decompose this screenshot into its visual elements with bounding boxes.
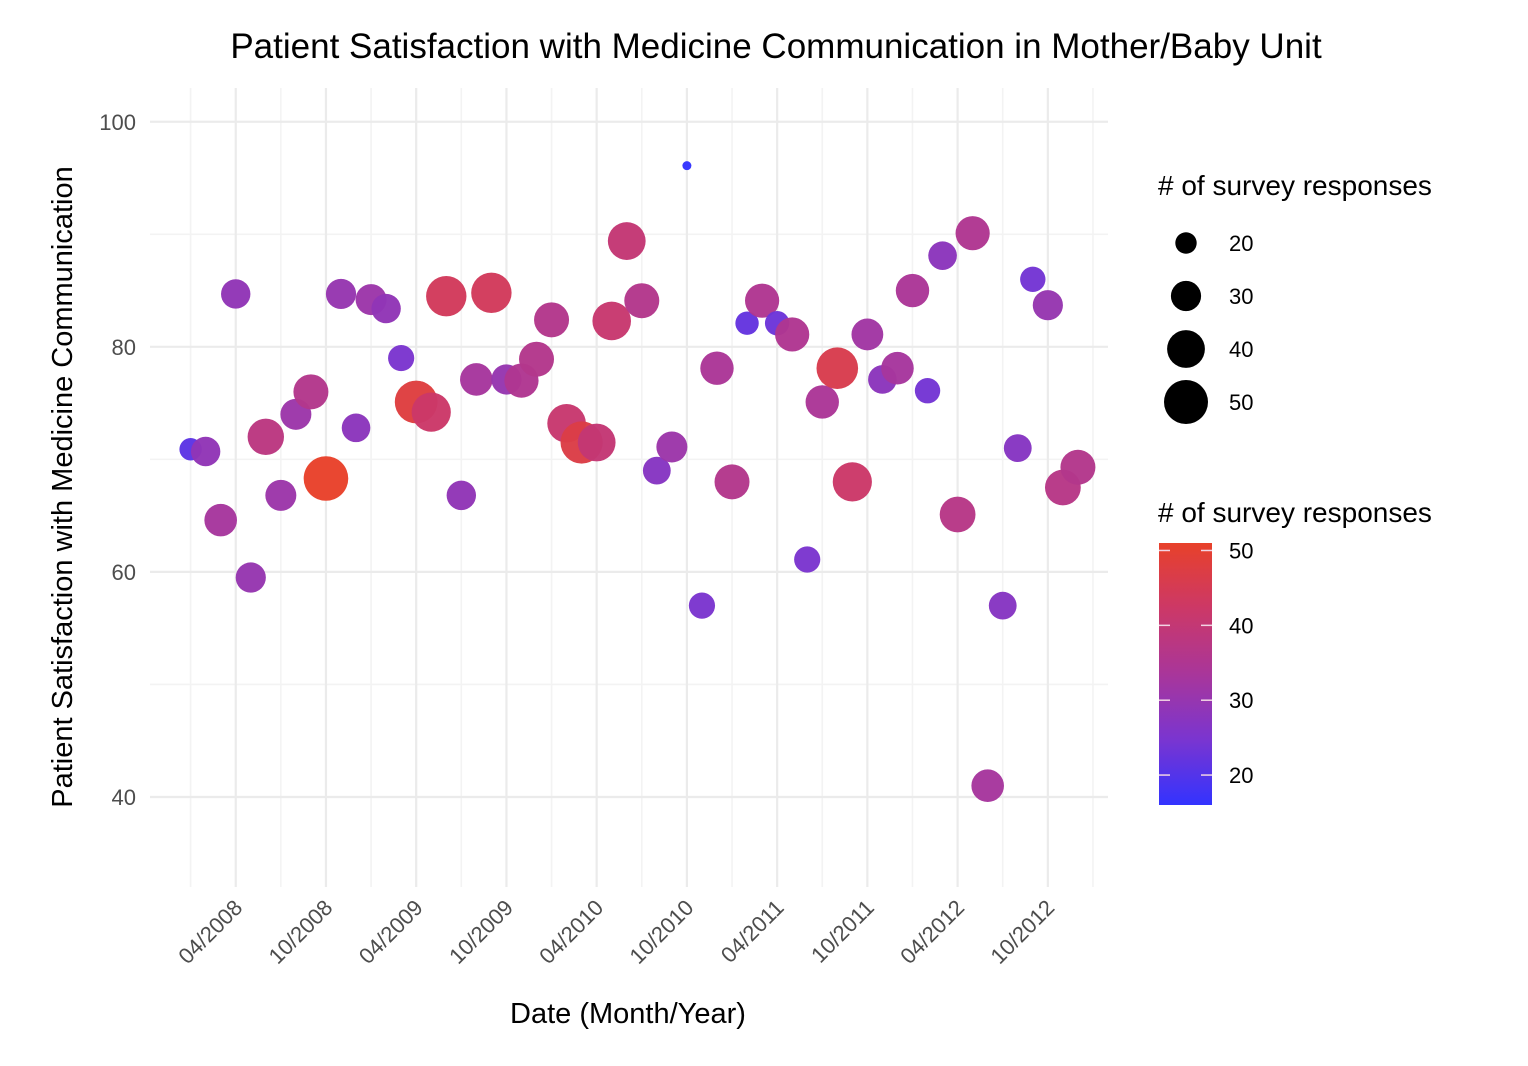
grid [150,88,1108,887]
x-tick-label: 10/2010 [625,895,699,969]
data-point [928,241,957,270]
y-tick-label: 60 [112,560,136,585]
x-tick-label: 04/2009 [354,895,428,969]
x-tick-label: 04/2012 [895,895,969,969]
data-point [577,423,616,462]
data-point [265,479,297,511]
data-point [688,592,716,619]
size-legend-label: 20 [1229,231,1253,256]
data-point [914,378,941,404]
colorbar-label: 20 [1229,763,1253,788]
data-point [1060,449,1096,485]
y-axis-title: Patient Satisfaction with Medicine Commu… [47,166,79,808]
data-point [221,279,251,309]
data-point [460,363,493,396]
size-legend-title: # of survey responses [1158,170,1432,201]
data-point [682,161,692,171]
size-legend-label: 50 [1229,390,1253,415]
data-point [426,275,467,317]
data-point [371,293,401,324]
data-point [190,436,221,467]
data-point [325,278,357,310]
data-point [411,392,451,432]
data-point [1032,290,1063,321]
data-point [988,591,1017,620]
colorbar [1159,543,1212,805]
y-tick-label: 80 [112,335,136,360]
data-point [881,351,914,385]
data-point [341,413,371,443]
x-tick-label: 04/2010 [534,895,608,969]
size-legend-key [1170,280,1202,312]
x-tick-label: 10/2008 [264,895,338,969]
x-axis-title: Date (Month/Year) [510,998,746,1030]
x-tick-label: 10/2009 [444,895,518,969]
size-legend-key [1167,330,1205,368]
data-point [607,222,646,260]
x-tick-label: 04/2008 [173,895,247,969]
data-point [642,456,671,485]
size-legend-key [1164,380,1208,424]
data-point [1020,266,1046,293]
data-point [235,562,266,593]
data-point [895,273,930,308]
data-point [471,272,512,314]
data-point [744,283,780,318]
data-point [955,216,990,251]
data-point [714,464,750,500]
data-point [971,769,1004,803]
data-point [700,351,734,385]
data-point [1003,434,1032,463]
y-tick-label: 40 [112,785,136,810]
color-legend-title: # of survey responses [1158,497,1432,528]
size-legend-label: 30 [1229,284,1253,309]
y-tick-label: 100 [99,110,136,135]
data-point [775,317,810,352]
x-axis-ticks: 04/2008 10/2008 04/2009 10/2009 04/2010 10/20… [173,895,1059,969]
data-point [247,418,285,456]
data-point [939,496,976,533]
data-point [293,374,329,410]
data-point [656,431,688,463]
data-point [388,344,415,372]
colorbar-label: 50 [1229,538,1253,563]
data-point [805,385,839,419]
chart-title: Patient Satisfaction with Medicine Commu… [230,27,1322,66]
x-tick-label: 10/2012 [985,895,1059,969]
data-point [303,456,349,501]
size-legend-label: 40 [1229,337,1253,362]
x-tick-label: 04/2011 [716,895,789,968]
data-point [624,283,660,319]
data-point [816,347,859,390]
y-axis-ticks: 40 60 80 100 [99,110,136,810]
color-legend: # of survey responses 20 30 40 50 [1158,497,1432,805]
data-point [592,301,632,341]
data-points [179,161,1096,803]
data-point [519,341,555,377]
size-legend-key [1175,232,1197,254]
data-point [446,480,477,511]
x-tick-label: 10/2011 [806,895,879,968]
data-point [794,546,821,573]
size-legend: # of survey responses 20 30 40 50 [1158,170,1432,424]
data-point [534,302,570,338]
data-point [204,503,237,537]
data-point [851,318,884,351]
data-point [735,311,759,335]
colorbar-label: 40 [1229,613,1253,638]
data-point [832,462,872,502]
colorbar-label: 30 [1229,688,1253,713]
